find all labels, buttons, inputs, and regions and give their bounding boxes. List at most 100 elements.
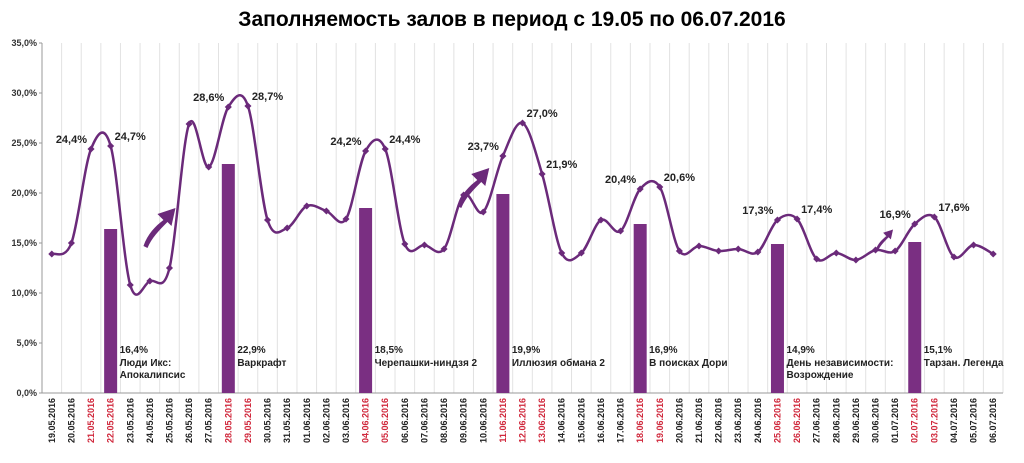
data-label: 20,6% bbox=[664, 172, 695, 184]
data-label: 21,9% bbox=[546, 159, 577, 171]
bar-value-label: 16,4% bbox=[120, 345, 148, 356]
bar bbox=[359, 208, 373, 393]
data-point bbox=[793, 215, 801, 223]
data-label: 27,0% bbox=[527, 108, 558, 120]
x-tick-label: 15.06.2016 bbox=[576, 398, 586, 443]
data-point bbox=[401, 240, 409, 248]
data-label: 28,6% bbox=[193, 92, 224, 104]
data-label: 16,9% bbox=[880, 209, 911, 221]
bar-value-label: 22,9% bbox=[237, 345, 265, 356]
x-tick-label: 17.06.2016 bbox=[616, 398, 626, 443]
bar bbox=[633, 224, 647, 393]
data-label: 23,7% bbox=[468, 141, 499, 153]
data-point bbox=[440, 245, 448, 253]
x-tick-label: 06.06.2016 bbox=[400, 398, 410, 443]
x-tick-label: 26.06.2016 bbox=[792, 398, 802, 443]
x-tick-label: 23.05.2016 bbox=[125, 398, 135, 443]
bar bbox=[221, 164, 235, 393]
x-tick-label: 11.06.2016 bbox=[498, 398, 508, 443]
bar-film-label: Люди Икс: bbox=[120, 358, 172, 369]
x-tick-label: 04.07.2016 bbox=[949, 398, 959, 443]
y-tick-label: 35,0% bbox=[11, 38, 37, 48]
data-point bbox=[813, 255, 821, 263]
x-tick-label: 22.06.2016 bbox=[714, 398, 724, 443]
x-tick-label: 27.06.2016 bbox=[812, 398, 822, 443]
data-point bbox=[499, 152, 507, 160]
data-point bbox=[656, 183, 664, 191]
x-tick-label: 05.07.2016 bbox=[969, 398, 979, 443]
data-point bbox=[205, 163, 213, 171]
data-point bbox=[989, 250, 997, 258]
bar-film-label: Возрождение bbox=[786, 370, 853, 381]
data-label: 24,4% bbox=[56, 134, 87, 146]
chart-title: Заполняемость залов в период с 19.05 по … bbox=[238, 8, 786, 31]
data-point bbox=[420, 241, 428, 249]
y-tick-label: 25,0% bbox=[11, 138, 37, 148]
bar-film-label: День независимости: bbox=[786, 358, 893, 369]
x-tick-label: 03.07.2016 bbox=[929, 398, 939, 443]
data-label: 24,4% bbox=[389, 134, 420, 146]
x-tick-label: 01.06.2016 bbox=[302, 398, 312, 443]
x-tick-label: 20.06.2016 bbox=[674, 398, 684, 443]
x-tick-label: 22.05.2016 bbox=[106, 398, 116, 443]
trend-arrow-shape bbox=[143, 208, 176, 248]
data-point bbox=[930, 213, 938, 221]
series-line bbox=[51, 94, 994, 296]
x-tick-label: 26.05.2016 bbox=[184, 398, 194, 443]
bar-film-label: Тарзан. Легенда bbox=[924, 358, 1004, 369]
data-point bbox=[538, 170, 546, 178]
x-tick-label: 29.06.2016 bbox=[851, 398, 861, 443]
x-tick-label: 14.06.2016 bbox=[557, 398, 567, 443]
bar-value-label: 16,9% bbox=[649, 345, 677, 356]
x-tick-label: 16.06.2016 bbox=[596, 398, 606, 443]
bar bbox=[496, 194, 510, 393]
x-tick-label: 24.06.2016 bbox=[753, 398, 763, 443]
data-point bbox=[185, 120, 193, 128]
bar-value-label: 18,5% bbox=[375, 345, 403, 356]
data-label: 17,6% bbox=[938, 202, 969, 214]
data-point bbox=[754, 248, 762, 256]
data-point bbox=[695, 242, 703, 250]
data-point bbox=[518, 119, 527, 127]
data-point bbox=[87, 145, 95, 153]
data-point bbox=[675, 247, 683, 255]
x-tick-label: 07.06.2016 bbox=[419, 398, 429, 443]
x-tick-label: 01.07.2016 bbox=[890, 398, 900, 443]
x-tick-label: 27.05.2016 bbox=[204, 398, 214, 443]
data-point bbox=[617, 227, 625, 235]
trend-arrow bbox=[143, 208, 176, 248]
y-tick-label: 10,0% bbox=[11, 288, 37, 298]
data-point bbox=[950, 253, 958, 261]
data-label: 28,7% bbox=[252, 91, 283, 103]
data-point bbox=[577, 249, 585, 257]
x-tick-label: 06.07.2016 bbox=[988, 398, 998, 443]
bar-value-label: 14,9% bbox=[786, 345, 814, 356]
data-point bbox=[597, 216, 605, 224]
y-tick-label: 20,0% bbox=[11, 188, 37, 198]
y-tick-label: 30,0% bbox=[11, 88, 37, 98]
x-tick-label: 09.06.2016 bbox=[459, 398, 469, 443]
bar-film-label: Варкрафт bbox=[237, 357, 286, 369]
data-point bbox=[244, 102, 252, 110]
bar-film-label: Иллюзия обмана 2 bbox=[512, 357, 606, 369]
data-label: 24,2% bbox=[330, 136, 361, 148]
data-point bbox=[381, 145, 389, 153]
bar-value-label: 19,9% bbox=[512, 345, 540, 356]
x-tick-label: 30.05.2016 bbox=[263, 398, 273, 443]
data-point bbox=[479, 208, 487, 216]
bar-film-label: Черепашки-ниндзя 2 bbox=[375, 358, 478, 369]
data-label: 17,3% bbox=[742, 205, 773, 217]
data-point bbox=[911, 220, 919, 228]
data-point bbox=[283, 224, 291, 232]
data-point bbox=[852, 256, 860, 264]
trend-arrow bbox=[875, 229, 894, 252]
trend-arrow-shape bbox=[875, 229, 894, 252]
data-point bbox=[322, 207, 330, 215]
x-tick-label: 08.06.2016 bbox=[439, 398, 449, 443]
x-tick-label: 30.06.2016 bbox=[871, 398, 881, 443]
data-point bbox=[146, 277, 154, 285]
x-tick-label: 02.06.2016 bbox=[321, 398, 331, 443]
x-tick-label: 21.06.2016 bbox=[694, 398, 704, 443]
x-tick-label: 20.05.2016 bbox=[66, 398, 76, 443]
